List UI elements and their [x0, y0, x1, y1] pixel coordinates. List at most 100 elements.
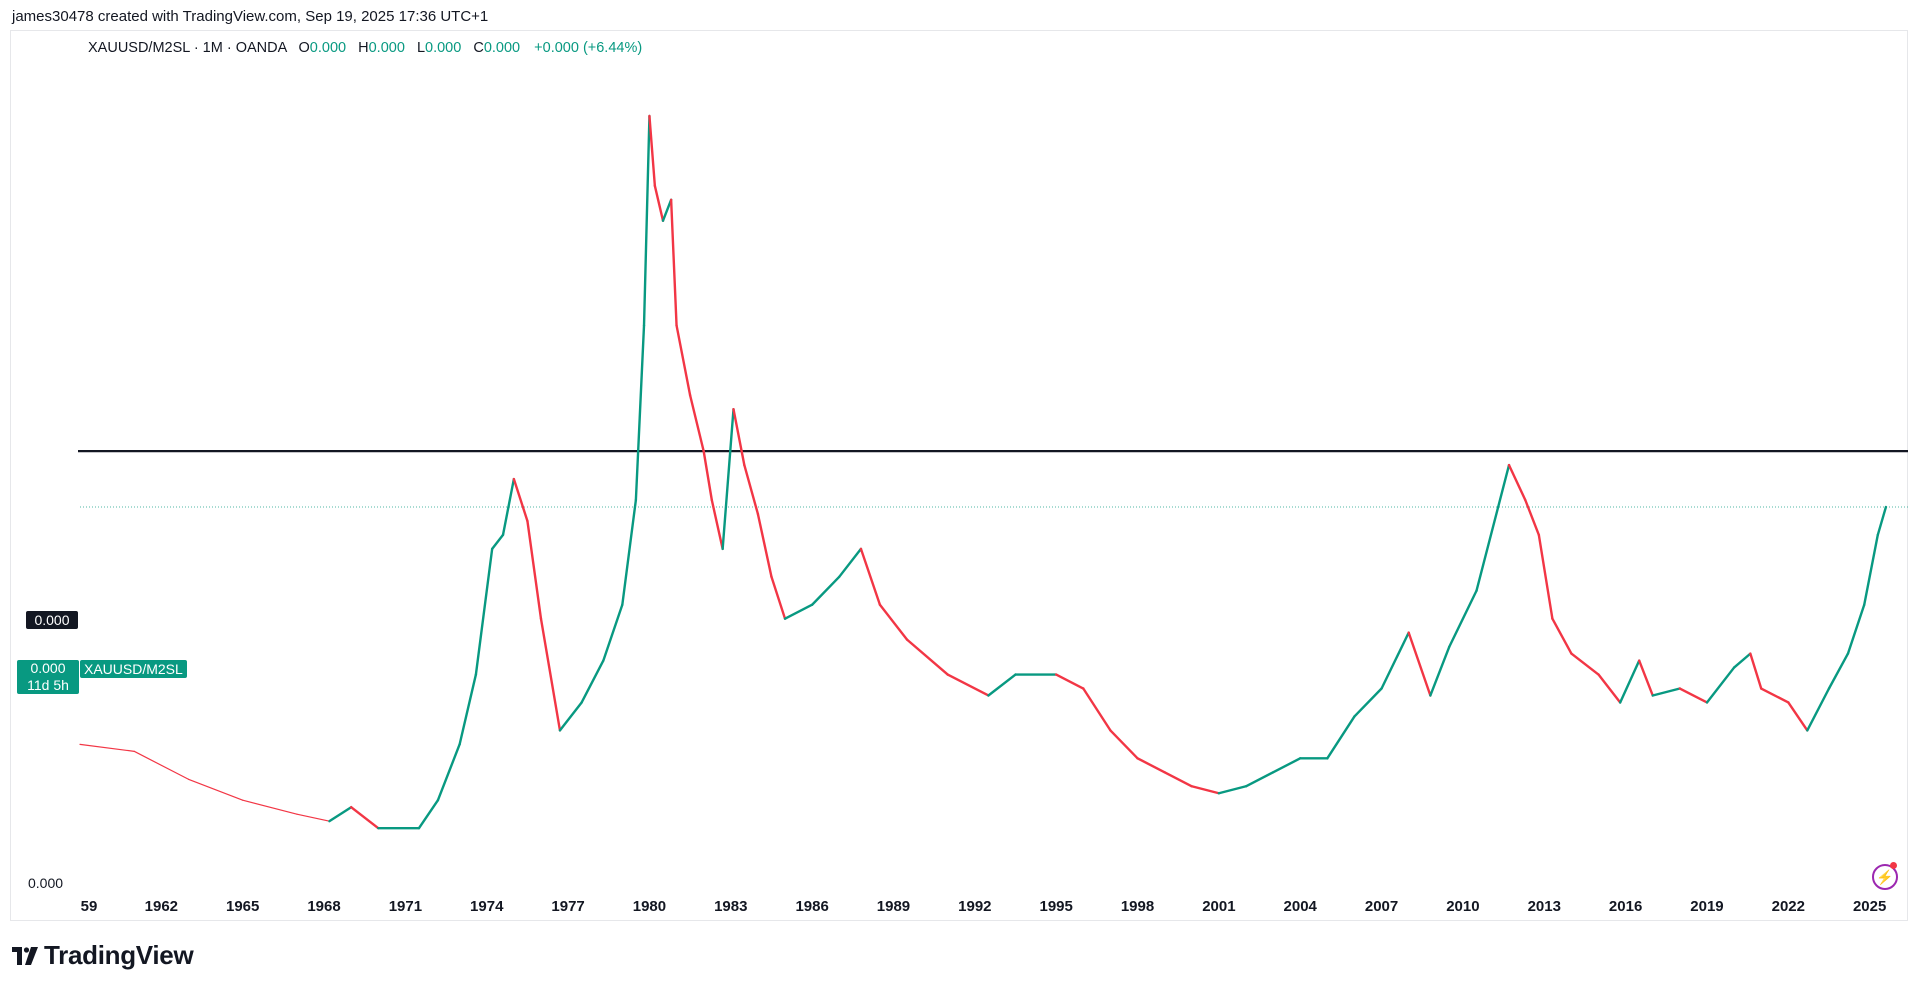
series-segment [905, 638, 949, 676]
series-segment [1678, 687, 1709, 704]
series-segment [1863, 533, 1879, 606]
series-segment [1759, 687, 1790, 704]
series-segment [1407, 631, 1432, 697]
series-segment [653, 184, 665, 222]
series-segment [1524, 498, 1541, 537]
x-tick-label: 2004 [1283, 898, 1317, 915]
series-segment [634, 324, 646, 502]
x-tick-label: 1995 [1039, 898, 1073, 915]
series-segment [1244, 771, 1275, 788]
x-tick-label: 1986 [795, 898, 829, 915]
x-tick-label: 2013 [1527, 898, 1561, 915]
x-tick-label: 1977 [551, 898, 585, 915]
x-tick-label: 1998 [1120, 898, 1155, 915]
series-segment [642, 114, 651, 327]
series-segment [558, 701, 583, 732]
x-tick-label: 2016 [1608, 898, 1643, 915]
series-segment [1163, 771, 1193, 788]
x-tick-label: 1989 [876, 898, 911, 915]
series-segment [946, 673, 990, 697]
series-segment [1551, 617, 1573, 655]
legend-low-value: 0.000 [425, 40, 462, 56]
legend-low-label: L [416, 40, 426, 56]
x-tick-label: 2022 [1771, 898, 1805, 915]
series-segment [242, 799, 298, 815]
series-segment [1054, 673, 1085, 690]
series-segment [490, 533, 505, 551]
series-segment [770, 575, 787, 620]
chart-caption: james30478 created with TradingView.com,… [12, 8, 489, 25]
series-segment [1827, 652, 1850, 690]
legend-high-value: 0.000 [368, 40, 405, 56]
series-segment [539, 617, 562, 732]
series-segment [1353, 687, 1383, 718]
series-segment [661, 198, 673, 222]
series-segment [1597, 673, 1622, 704]
series-segment [1705, 666, 1736, 704]
x-tick-label: 1974 [470, 898, 504, 915]
legend-high-label: H [358, 40, 369, 56]
brand-name: TradingView [44, 940, 194, 970]
x-tick-label: 1968 [307, 898, 341, 915]
series-segment [1637, 659, 1654, 697]
series-segment [675, 324, 692, 397]
series-segment [436, 743, 461, 802]
series-segment [512, 477, 529, 523]
series-segment [838, 547, 863, 578]
series-segment [526, 519, 543, 620]
series-segment [417, 799, 440, 830]
notification-dot [1890, 862, 1897, 869]
series-segment [1271, 757, 1302, 774]
series-segment [187, 778, 244, 801]
symbol-legend: XAUUSD/M2SL · 1M · OANDA O0.000 H0.000 L… [88, 40, 642, 56]
lightning-icon[interactable]: ⚡ [1872, 864, 1898, 890]
series-segment [669, 198, 678, 327]
series-segment [133, 750, 190, 780]
series-segment [580, 659, 605, 704]
series-segment [1429, 645, 1451, 697]
x-tick-label: 2025 [1852, 898, 1887, 915]
x-tick-label: 1965 [226, 898, 260, 915]
legend-change: +0.000 (+6.44%) [534, 40, 643, 56]
current-price-badge: 0.000 11d 5h [17, 660, 79, 694]
series-segment [710, 498, 724, 551]
series-segment [1806, 687, 1831, 732]
series-segment [349, 806, 380, 830]
series-segment [1507, 463, 1527, 502]
series-segment [688, 394, 705, 453]
series-segment [810, 575, 841, 606]
legend-open-label: O [298, 40, 310, 56]
series-segment [1537, 533, 1554, 620]
series-segment [1651, 687, 1682, 697]
series-segment [474, 547, 494, 676]
series-segment [1570, 652, 1600, 676]
series-segment [743, 463, 760, 516]
series-segment [859, 547, 882, 606]
chart-frame [10, 30, 1908, 921]
series-segment [1217, 785, 1248, 795]
series-segment [1749, 652, 1763, 690]
x-tick-label: 1980 [632, 898, 667, 915]
series-segment [602, 603, 624, 662]
series-segment [458, 673, 478, 746]
series-segment [501, 477, 516, 537]
x-tick-label: 2019 [1690, 898, 1724, 915]
series-segment [296, 813, 331, 822]
tradingview-logo: TradingView [12, 940, 194, 971]
series-segment [1732, 652, 1752, 669]
legend-symbol[interactable]: XAUUSD/M2SL · 1M · OANDA [88, 40, 287, 56]
series-segment [1136, 757, 1166, 774]
legend-close-value: 0.000 [483, 40, 521, 56]
series-segment [756, 512, 773, 578]
x-tick-label: 2010 [1446, 898, 1480, 915]
x-tick-label: 2007 [1364, 898, 1399, 915]
series-segment [1448, 589, 1478, 648]
x-tick-label: 1992 [958, 898, 992, 915]
series-segment [1787, 701, 1809, 732]
x-tick-label: 1971 [388, 898, 423, 915]
x-tick-label: 59 [80, 898, 98, 915]
series-segment [721, 408, 735, 551]
price-axis-zero-label: 0.000 [28, 875, 64, 891]
series-segment [1190, 785, 1221, 795]
